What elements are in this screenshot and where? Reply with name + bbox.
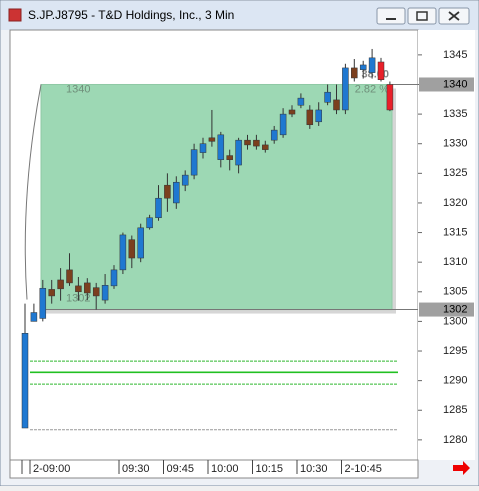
zone-connector — [24, 84, 42, 300]
candle-body — [324, 91, 331, 103]
candle-body — [199, 143, 207, 153]
y-tick-label: 1290 — [443, 375, 467, 387]
candle-body — [110, 269, 118, 287]
x-tick-label: 09:30 — [122, 463, 150, 475]
candle-body — [288, 109, 296, 115]
candle-body — [279, 113, 287, 136]
candle-body — [155, 197, 162, 219]
y-axis-area — [418, 30, 475, 460]
candle-body — [39, 287, 47, 319]
close-icon — [448, 11, 460, 21]
y-tick-label: 1325 — [443, 167, 467, 179]
candle-body — [173, 181, 180, 204]
app-icon — [8, 8, 22, 22]
zone-box — [40, 83, 393, 311]
price-marker — [419, 77, 474, 92]
candle-body — [226, 155, 233, 160]
candle-body — [235, 139, 242, 166]
x-axis-area — [9, 459, 419, 479]
chart: 1280 1285 1290 1295 1300 1305 1310 1315 1320 1325… — [21, 49, 474, 475]
window-buttons[interactable] — [376, 7, 470, 25]
candle-body — [119, 234, 127, 271]
candle-body — [333, 99, 340, 111]
window-title: S.JP.J8795 - T&D Holdings, Inc., 3 Min — [28, 8, 234, 22]
candle-body — [315, 109, 322, 123]
candle-body — [21, 333, 29, 429]
zone-change-pct-label: 2.82 % — [355, 83, 389, 95]
price-marker — [419, 302, 474, 317]
y-tick-label: 1305 — [443, 286, 467, 298]
candle-body — [181, 174, 189, 186]
minimize-button[interactable] — [376, 7, 406, 25]
candle-body — [30, 312, 38, 322]
candle-body — [101, 285, 109, 301]
y-tick-label: 1285 — [443, 404, 467, 416]
candle-body — [128, 239, 136, 259]
candle-body — [48, 289, 55, 297]
candle-body — [359, 64, 367, 70]
candle-body — [342, 67, 349, 111]
candle-body — [297, 97, 305, 106]
candle-body — [351, 67, 358, 79]
scroll-arrow[interactable] — [453, 461, 470, 475]
candle-body — [137, 227, 144, 259]
candle-body — [146, 217, 153, 229]
candle-body — [270, 129, 278, 141]
zone-high-label: 1340 — [66, 83, 90, 95]
candle-body — [190, 149, 198, 176]
candle-body — [57, 279, 64, 290]
price-marker-label: 1340 — [443, 78, 467, 90]
y-tick-label: 1315 — [443, 226, 467, 238]
candle-body — [244, 139, 251, 146]
y-tick-label: 1280 — [443, 434, 467, 446]
candle-body — [253, 139, 260, 147]
candle-body — [84, 282, 91, 294]
x-tick-label: 09:45 — [167, 463, 195, 475]
x-tick-label: 10:15 — [256, 463, 284, 475]
x-tick-label: 10:30 — [300, 463, 328, 475]
candle-body — [217, 134, 225, 160]
candle-body — [92, 287, 100, 297]
maximize-icon — [416, 11, 428, 21]
candle-body — [75, 285, 82, 293]
candle-body — [368, 57, 376, 73]
price-marker-label: 1302 — [443, 303, 467, 315]
candle-body — [208, 137, 216, 142]
candle-body — [66, 269, 73, 284]
candle-body — [164, 184, 171, 199]
y-tick-label: 1310 — [443, 256, 467, 268]
candle-body — [262, 144, 269, 150]
x-tick-label: 2-09:00 — [33, 463, 70, 475]
candle-body — [377, 61, 385, 81]
y-tick-label: 1330 — [443, 138, 467, 150]
y-tick-label: 1345 — [443, 49, 467, 61]
y-tick-label: 1300 — [443, 315, 467, 327]
x-tick-label: 10:00 — [211, 463, 239, 475]
candle-body — [386, 84, 394, 111]
maximize-button[interactable] — [407, 7, 437, 25]
y-tick-label: 1335 — [443, 108, 467, 120]
candle-body — [306, 109, 314, 126]
y-tick-label: 1295 — [443, 345, 467, 357]
x-tick-label: 2-10:45 — [345, 463, 382, 475]
y-tick-label: 1320 — [443, 197, 467, 209]
